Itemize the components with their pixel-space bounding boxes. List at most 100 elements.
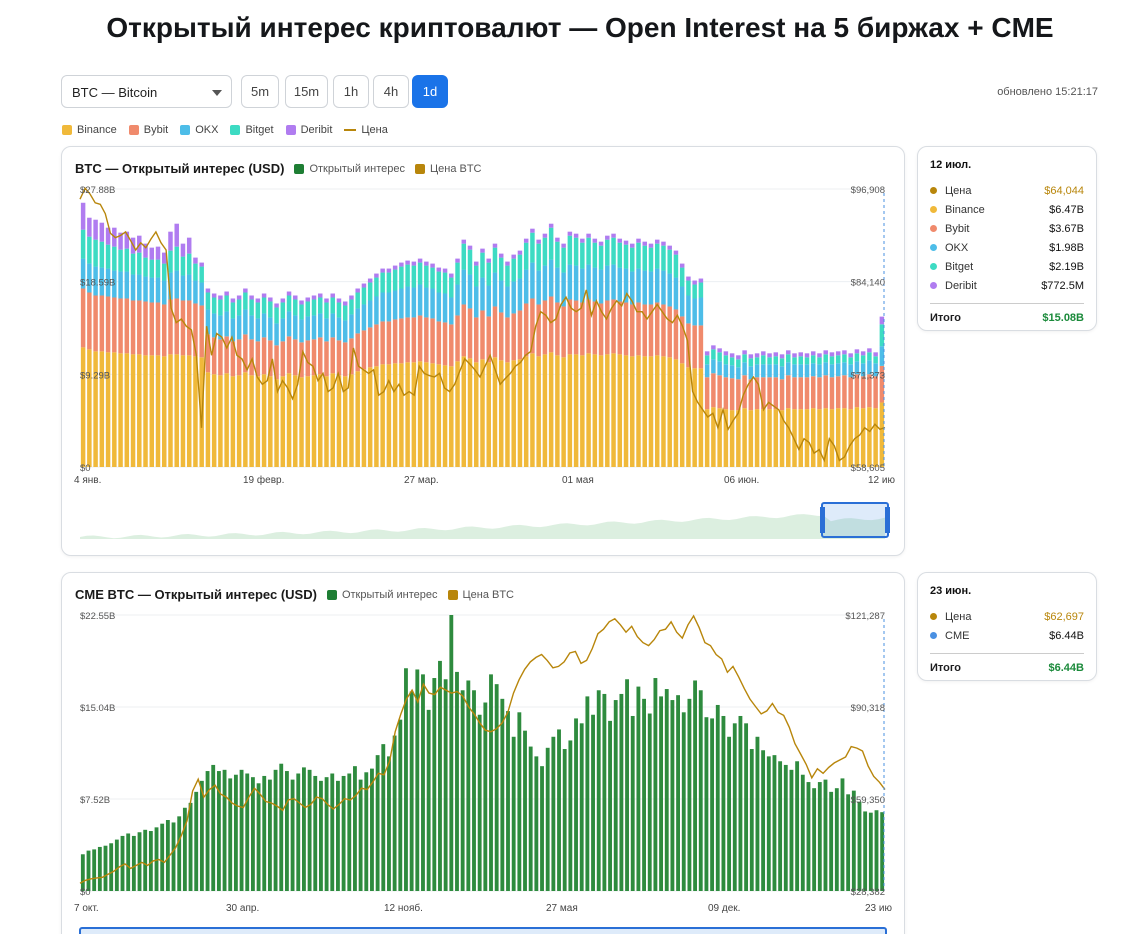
bar-cme-oi — [154, 827, 159, 891]
bar-bitget — [299, 304, 304, 320]
legend-item-deribit[interactable]: Deribit — [285, 124, 332, 136]
tooltip-value: $772.5M — [1041, 279, 1084, 292]
bar-deribit — [199, 262, 204, 267]
bar-okx — [80, 258, 86, 289]
bar-binance — [779, 410, 785, 467]
bar-cme-oi — [409, 691, 414, 891]
bar-cme-oi — [676, 695, 680, 891]
bar-cme-oi — [863, 811, 868, 891]
bar-deribit — [823, 350, 828, 355]
bar-cme-oi — [426, 709, 431, 891]
bar-deribit — [168, 231, 173, 251]
bar-okx — [729, 365, 735, 379]
bar-bybit — [218, 339, 223, 376]
bar-cme-oi — [103, 845, 108, 891]
bar-bitget — [436, 271, 442, 293]
bar-cme-oi — [358, 779, 363, 891]
bar-okx — [498, 280, 504, 313]
legend-item-bybit[interactable]: Bybit — [128, 124, 168, 136]
series-dot — [930, 632, 937, 639]
bar-binance — [873, 408, 878, 467]
btc-total-label: Итого — [930, 312, 962, 324]
legend-item-binance[interactable]: Binance — [62, 124, 117, 136]
bar-cme-oi — [574, 718, 578, 891]
bar-bitget — [592, 242, 598, 268]
bar-deribit — [586, 233, 591, 238]
bar-binance — [112, 352, 117, 467]
bar-bybit — [767, 377, 772, 410]
legend-item-цена[interactable]: Цена — [344, 124, 388, 136]
bar-cme-oi — [585, 696, 590, 891]
bar-bybit — [199, 305, 204, 358]
legend-cme-oi-label: Открытый интерес — [341, 588, 438, 601]
bar-bitget — [630, 247, 635, 272]
bar-okx — [555, 267, 560, 303]
bar-deribit — [860, 351, 866, 356]
bar-bybit — [748, 379, 754, 411]
timeframe-15m-button[interactable]: 15m — [285, 75, 328, 108]
bar-binance — [761, 409, 766, 467]
legend-item-bitget[interactable]: Bitget — [230, 124, 274, 136]
bar-bybit — [224, 336, 229, 374]
bar-deribit — [617, 238, 623, 243]
bar-binance — [598, 355, 604, 467]
bar-bitget — [249, 299, 254, 316]
bar-okx — [411, 287, 417, 318]
bar-bybit — [430, 318, 435, 364]
bar-binance — [193, 356, 198, 467]
bar-okx — [879, 346, 885, 366]
bar-cme-oi — [330, 773, 335, 891]
y-right-tick-label: $90,318 — [851, 703, 885, 714]
updated-timestamp: обновлено 15:21:17 — [997, 86, 1098, 98]
cme-oi-chart[interactable]: $22.55B $15.04B $7.52B $0 $121,287 $90,318 $59… — [62, 573, 906, 934]
bar-deribit — [686, 276, 691, 281]
legend-item-okx[interactable]: OKX — [180, 124, 218, 136]
legend-oi-swatch — [294, 163, 305, 174]
bar-bitget — [361, 287, 367, 305]
tooltip-label: Цена — [945, 184, 972, 197]
bar-bitget — [804, 357, 810, 365]
bar-bitget — [149, 259, 155, 278]
bar-okx — [767, 364, 772, 378]
btc-oi-chart[interactable]: $27.88B $18.59B $9.29B $0 $96,908 $84,140 $71,… — [62, 147, 906, 557]
bar-deribit — [817, 353, 822, 358]
bar-bybit — [835, 376, 841, 409]
y-left-tick-label: $0 — [80, 463, 91, 474]
bar-okx — [224, 311, 229, 337]
bar-okx — [654, 268, 660, 303]
asset-select[interactable]: BTC — Bitcoin — [61, 75, 232, 108]
series-dot — [930, 263, 937, 270]
timeframe-1d-button[interactable]: 1d — [412, 75, 448, 108]
legend-swatch — [180, 125, 191, 135]
bar-okx — [318, 313, 323, 338]
bar-bybit — [505, 317, 510, 363]
cme-tooltip-panel: 23 июн. Цена $62,697 CME $6.44B Итого $6.44B — [917, 572, 1097, 681]
bar-binance — [186, 355, 192, 467]
bar-okx — [648, 271, 654, 305]
y-left-tick-label: $15.04B — [80, 703, 115, 714]
bar-cme-oi — [92, 849, 97, 891]
legend-label: Binance — [77, 124, 117, 136]
bar-deribit — [467, 245, 473, 250]
timeframe-1h-button[interactable]: 1h — [333, 75, 369, 108]
bar-bybit — [411, 317, 417, 363]
bar-binance — [118, 353, 123, 467]
bar-cme-oi — [500, 698, 505, 891]
bar-cme-oi — [562, 749, 567, 891]
timeframe-5m-button[interactable]: 5m — [241, 75, 279, 108]
bar-bitget — [449, 277, 454, 298]
bar-binance — [754, 409, 760, 467]
bar-cme-oi — [171, 822, 176, 891]
bar-bybit — [623, 302, 629, 356]
bar-deribit — [611, 233, 616, 238]
bar-cme-oi — [199, 780, 204, 891]
bar-okx — [380, 292, 385, 322]
bar-bitget — [798, 356, 803, 365]
timeframe-4h-button[interactable]: 4h — [373, 75, 409, 108]
bar-bybit — [168, 299, 173, 355]
bar-bitget — [848, 357, 853, 365]
bar-binance — [430, 363, 435, 467]
bar-cme-oi — [131, 835, 136, 891]
bar-bybit — [561, 306, 566, 358]
bar-okx — [736, 367, 741, 380]
